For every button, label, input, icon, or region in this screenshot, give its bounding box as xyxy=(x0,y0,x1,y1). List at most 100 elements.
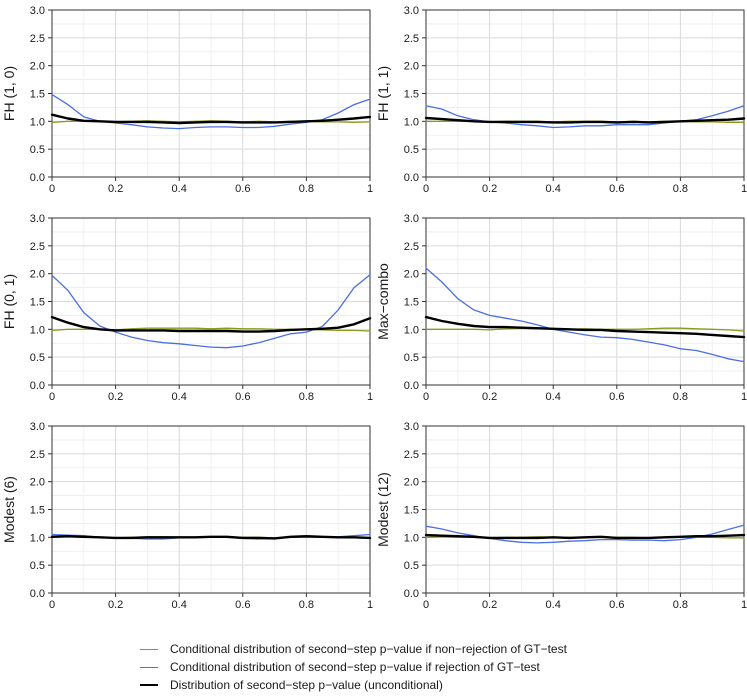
x-tick-label: 0 xyxy=(423,391,429,403)
y-tick-label: 1.5 xyxy=(404,297,419,309)
legend-entry-unconditional: Distribution of second−step p−value (unc… xyxy=(140,676,660,694)
x-tick-label: 0.8 xyxy=(299,599,314,611)
legend-label-non-rejection: Conditional distribution of second−step … xyxy=(170,642,567,656)
y-tick-label: 3.0 xyxy=(30,5,45,17)
y-tick-label: 0.0 xyxy=(30,380,45,392)
x-tick-label: 0.2 xyxy=(482,183,497,195)
x-tick-label: 0.6 xyxy=(235,599,250,611)
y-tick-label: 0.0 xyxy=(30,172,45,184)
x-tick-label: 0 xyxy=(49,599,55,611)
x-tick-label: 0.2 xyxy=(108,599,123,611)
y-tick-label: 0.5 xyxy=(30,352,45,364)
y-tick-label: 2.5 xyxy=(404,33,419,45)
x-tick-label: 0.4 xyxy=(172,183,187,195)
y-axis-label: FH (0, 1) xyxy=(1,274,17,329)
x-tick-label: 0.4 xyxy=(172,391,187,403)
x-tick-label: 0.4 xyxy=(546,183,561,195)
x-tick-label: 0.6 xyxy=(609,599,624,611)
y-tick-label: 2.5 xyxy=(30,449,45,461)
x-tick-label: 0 xyxy=(423,183,429,195)
x-tick-label: 0.4 xyxy=(546,599,561,611)
x-tick-label: 0.2 xyxy=(482,391,497,403)
y-tick-label: 1.5 xyxy=(404,89,419,101)
x-tick-label: 0.8 xyxy=(299,391,314,403)
legend-label-unconditional: Distribution of second−step p−value (unc… xyxy=(170,678,443,692)
y-tick-label: 1.0 xyxy=(404,324,419,336)
y-tick-label: 1.0 xyxy=(30,116,45,128)
y-axis-label: Modest (12) xyxy=(375,472,391,547)
series-line-unconditional xyxy=(424,533,746,540)
x-tick-label: 1 xyxy=(367,391,373,403)
legend-label-rejection: Conditional distribution of second−step … xyxy=(170,660,540,674)
y-tick-label: 1.5 xyxy=(404,505,419,517)
panel-5: 0 0.2 0.4 0.6 0.8 1 0.0 0.5 1.0 1.5 2.0 2.5 3.0 Modes… xyxy=(1,421,373,611)
y-axis-label: Max−combo xyxy=(375,263,391,340)
x-tick-label: 0.2 xyxy=(482,599,497,611)
y-tick-label: 1.5 xyxy=(30,505,45,517)
y-tick-label: 0.0 xyxy=(404,380,419,392)
legend: Conditional distribution of second−step … xyxy=(140,640,660,694)
y-tick-label: 2.5 xyxy=(30,241,45,253)
panel-2: 0 0.2 0.4 0.6 0.8 1 0.0 0.5 1.0 1.5 2.0 2.5 3.0 FH (1… xyxy=(375,5,747,195)
series-line-unconditional xyxy=(50,113,372,125)
y-tick-label: 1.0 xyxy=(30,324,45,336)
x-tick-label: 1 xyxy=(741,391,747,403)
series-line-unconditional xyxy=(50,315,372,333)
x-tick-label: 0.8 xyxy=(673,183,688,195)
y-tick-label: 3.0 xyxy=(404,5,419,17)
y-tick-label: 0.5 xyxy=(30,560,45,572)
panel-3: 0 0.2 0.4 0.6 0.8 1 0.0 0.5 1.0 1.5 2.0 2.5 3.0 FH (0… xyxy=(1,213,373,403)
y-tick-label: 0.5 xyxy=(404,352,419,364)
y-axis-label: Modest (6) xyxy=(1,476,17,543)
y-tick-label: 3.0 xyxy=(404,421,419,433)
y-axis-label: FH (1, 0) xyxy=(1,66,17,121)
y-tick-label: 3.0 xyxy=(404,213,419,225)
legend-entry-non-rejection: Conditional distribution of second−step … xyxy=(140,640,660,658)
x-tick-label: 0.4 xyxy=(546,391,561,403)
legend-entry-rejection: Conditional distribution of second−step … xyxy=(140,658,660,676)
y-tick-label: 2.0 xyxy=(30,61,45,73)
y-tick-label: 2.0 xyxy=(404,61,419,73)
x-tick-label: 0 xyxy=(423,599,429,611)
y-tick-label: 1.0 xyxy=(404,116,419,128)
x-tick-label: 1 xyxy=(367,183,373,195)
legend-swatch-non-rejection xyxy=(140,648,158,650)
x-tick-label: 0.6 xyxy=(235,183,250,195)
x-tick-label: 1 xyxy=(367,599,373,611)
x-tick-label: 0.2 xyxy=(108,183,123,195)
y-tick-label: 2.5 xyxy=(404,449,419,461)
x-tick-label: 0.2 xyxy=(108,391,123,403)
y-tick-label: 0.5 xyxy=(30,144,45,156)
y-tick-label: 3.0 xyxy=(30,421,45,433)
series-line-unconditional xyxy=(50,535,372,540)
panel-1: 0 0.2 0.4 0.6 0.8 1 0.0 0.5 1.0 1.5 2.0 2.5 3.0 FH (1… xyxy=(1,5,373,195)
y-tick-label: 2.0 xyxy=(30,269,45,281)
y-tick-label: 2.5 xyxy=(404,241,419,253)
panel-4: 0 0.2 0.4 0.6 0.8 1 0.0 0.5 1.0 1.5 2.0 2.5 3.0 Max−c… xyxy=(375,213,747,403)
y-tick-label: 0.5 xyxy=(404,144,419,156)
x-tick-label: 0.6 xyxy=(235,391,250,403)
x-tick-label: 0.8 xyxy=(673,391,688,403)
y-tick-label: 0.0 xyxy=(404,588,419,600)
y-tick-label: 2.5 xyxy=(30,33,45,45)
x-tick-label: 0.4 xyxy=(172,599,187,611)
y-tick-label: 2.0 xyxy=(404,477,419,489)
y-tick-label: 2.0 xyxy=(30,477,45,489)
x-tick-label: 0 xyxy=(49,391,55,403)
series-line-unconditional xyxy=(424,116,746,124)
panel-6: 0 0.2 0.4 0.6 0.8 1 0.0 0.5 1.0 1.5 2.0 2.5 3.0 Modes… xyxy=(375,421,747,611)
legend-swatch-rejection xyxy=(140,666,158,668)
y-tick-label: 1.5 xyxy=(30,89,45,101)
x-tick-label: 0.6 xyxy=(609,391,624,403)
y-tick-label: 0.5 xyxy=(404,560,419,572)
y-axis-label: FH (1, 1) xyxy=(375,66,391,121)
series-line-unconditional xyxy=(424,315,746,339)
x-tick-label: 0.6 xyxy=(609,183,624,195)
series-line-rejection xyxy=(425,267,745,363)
x-tick-label: 0.8 xyxy=(299,183,314,195)
y-tick-label: 0.0 xyxy=(30,588,45,600)
x-tick-label: 0.8 xyxy=(673,599,688,611)
x-tick-label: 1 xyxy=(741,599,747,611)
y-tick-label: 1.0 xyxy=(404,532,419,544)
